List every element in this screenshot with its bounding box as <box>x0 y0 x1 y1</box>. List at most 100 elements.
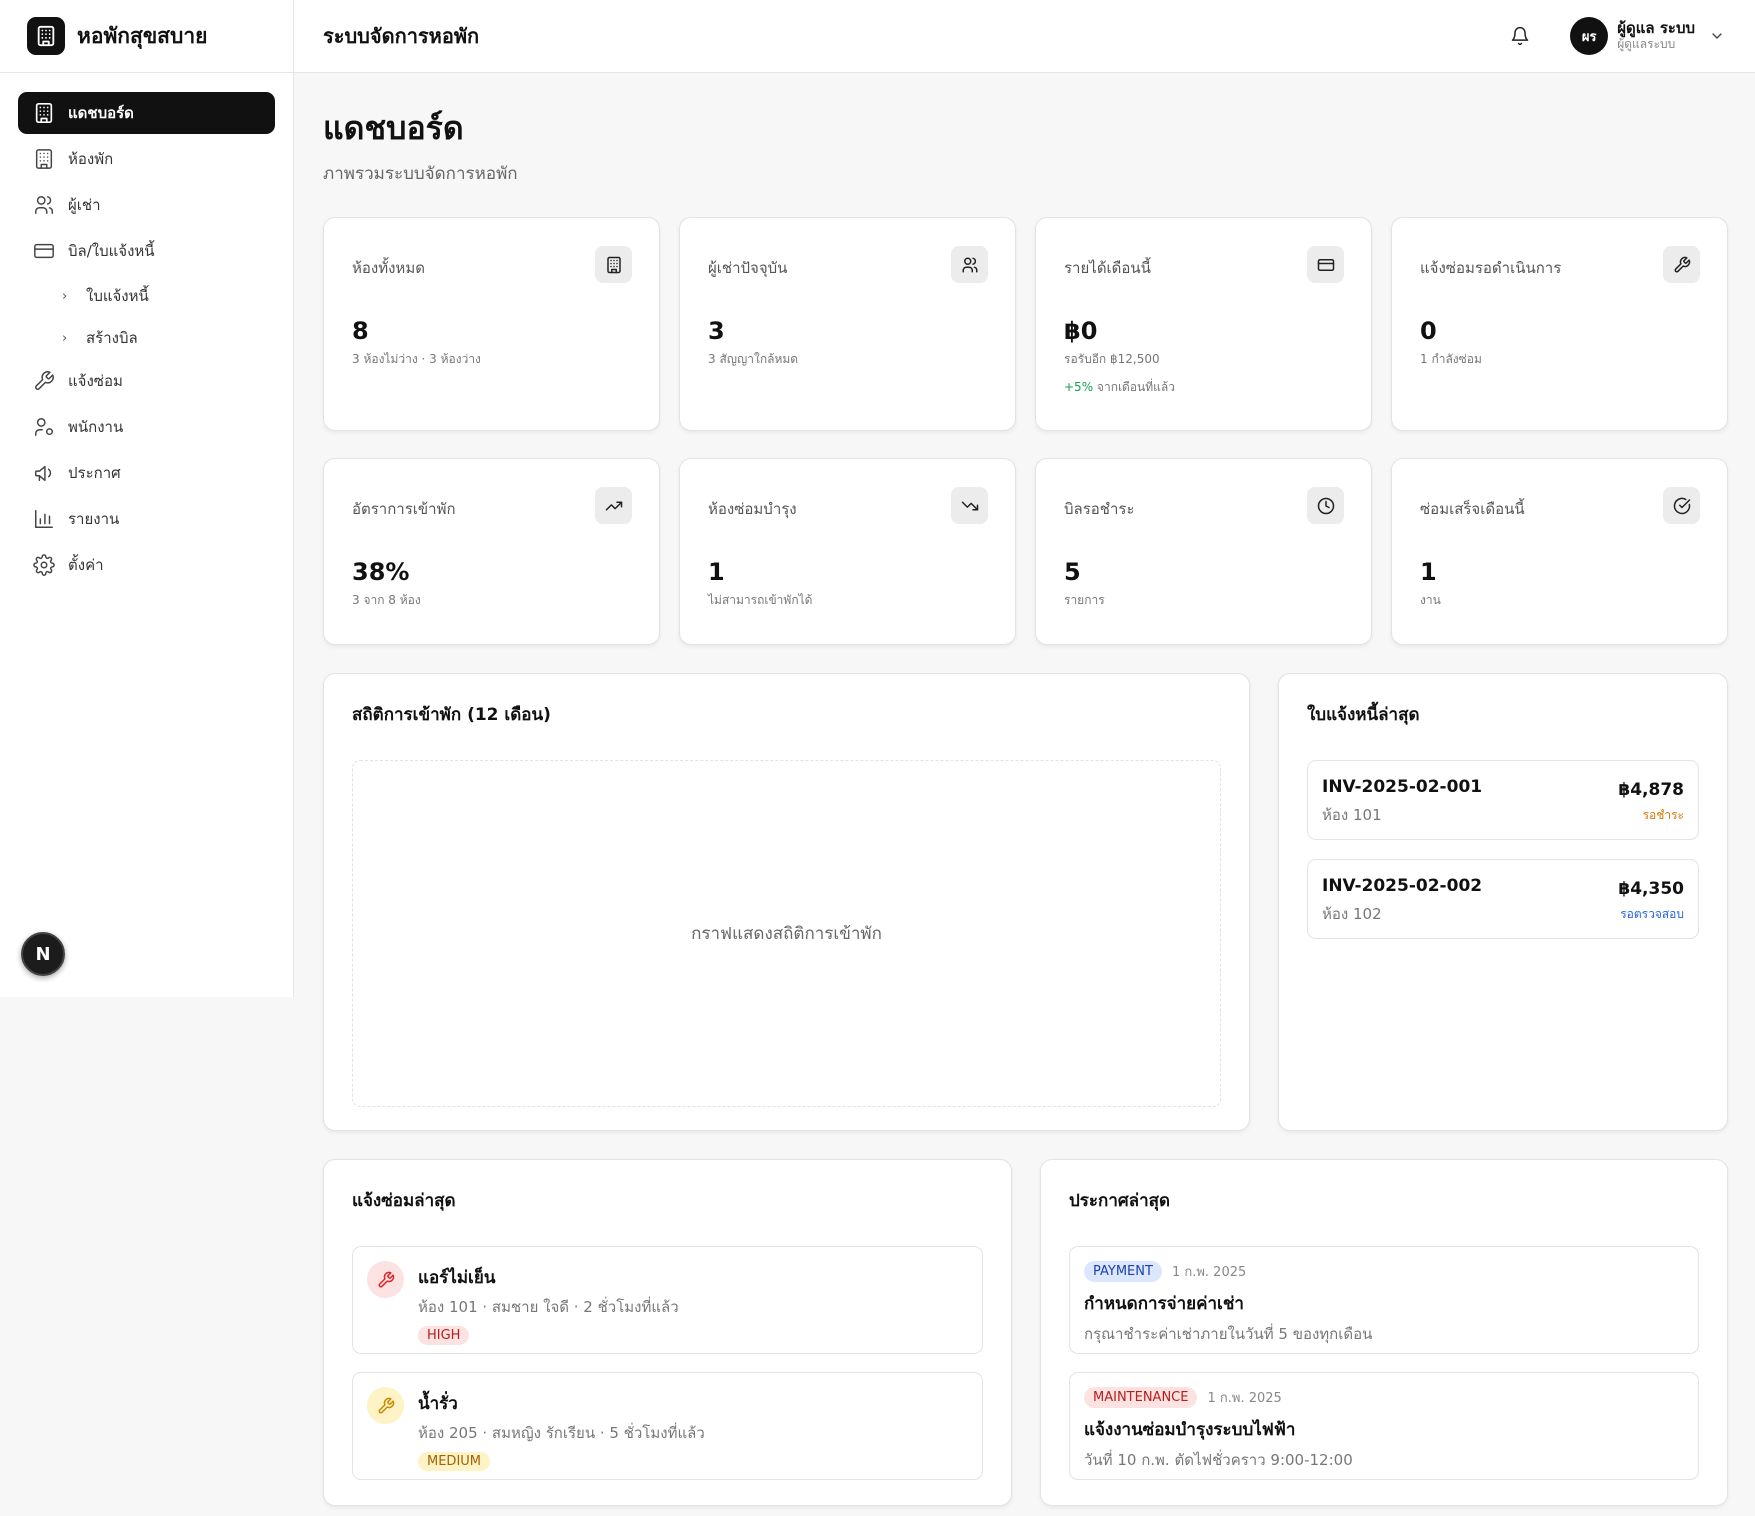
sidebar-item-label: ผู้เช่า <box>68 196 101 214</box>
user-menu[interactable]: ผู้ดูแล ระบบ ผู้ดูแลระบบ <box>1617 20 1695 51</box>
invoice-amount: ฿4,350 <box>1618 879 1684 899</box>
building-icon <box>595 246 632 283</box>
announcement-title: แจ้งงานซ่อมบำรุงระบบไฟฟ้า <box>1084 1420 1296 1440</box>
sidebar-item-rooms[interactable]: ห้องพัก <box>18 138 275 180</box>
stat-value: 5 <box>1064 558 1081 586</box>
sidebar-item-billing[interactable]: บิล/ใบแจ้งหนี้ <box>18 230 275 272</box>
brand-name: หอพักสุขสบาย <box>77 23 208 48</box>
bar-chart-icon <box>32 507 56 531</box>
chart-placeholder: กราฟแสดงสถิติการเข้าพัก <box>352 760 1221 1107</box>
sidebar: หอพักสุขสบาย แดชบอร์ด ห้องพัก ผู้เช่า บิ… <box>0 0 294 997</box>
repair-item[interactable]: น้ำรั่ว ห้อง 205 · สมหญิง รักเรียน · 5 ช… <box>352 1372 983 1480</box>
sidebar-item-label: แดชบอร์ด <box>68 104 134 122</box>
announcement-item[interactable]: PAYMENT 1 ก.พ. 2025 กำหนดการจ่ายค่าเช่า … <box>1069 1246 1699 1354</box>
trending-up-icon <box>595 487 632 524</box>
announcement-date: 1 ก.พ. 2025 <box>1171 1265 1247 1280</box>
sidebar-item-label: แจ้งซ่อม <box>68 372 123 390</box>
stat-label: ผู้เช่าปัจจุบัน <box>708 259 788 277</box>
sidebar-subitem-create-bill[interactable]: › สร้างบิล <box>18 318 275 358</box>
stat-card-unpaid-bills: บิลรอชำระ 5 รายการ <box>1035 458 1372 645</box>
announcement-date: 1 ก.พ. 2025 <box>1207 1391 1282 1406</box>
chevron-down-icon[interactable] <box>1709 28 1725 44</box>
stat-value: 1 <box>1420 558 1437 586</box>
announcement-title: กำหนดการจ่ายค่าเช่า <box>1084 1294 1244 1314</box>
stat-note: 1 กำลังซ่อม <box>1420 352 1482 366</box>
clock-icon <box>1307 487 1344 524</box>
repair-item[interactable]: แอร์ไม่เย็น ห้อง 101 · สมชาย ใจดี · 2 ชั… <box>352 1246 983 1354</box>
sidebar-nav: แดชบอร์ด ห้องพัก ผู้เช่า บิล/ใบแจ้งหนี้ … <box>0 73 293 586</box>
bell-icon[interactable] <box>1506 22 1534 50</box>
stat-note: งาน <box>1420 593 1441 607</box>
invoice-item[interactable]: INV-2025-02-002 ห้อง 102 ฿4,350 รอตรวจสอ… <box>1307 859 1699 939</box>
stat-card-current-tenants: ผู้เช่าปัจจุบัน 3 3 สัญญาใกล้หมด <box>679 217 1016 431</box>
stat-card-total-rooms: ห้องทั้งหมด 8 3 ห้องไม่ว่าง · 3 ห้องว่าง <box>323 217 660 431</box>
page-title: แดชบอร์ด <box>323 109 464 147</box>
sidebar-item-tenants[interactable]: ผู้เช่า <box>18 184 275 226</box>
stat-value: 1 <box>708 558 725 586</box>
chart-invoice-row: สถิติการเข้าพัก (12 เดือน) กราฟแสดงสถิติ… <box>323 673 1728 1131</box>
sidebar-subitem-invoices[interactable]: › ใบแจ้งหนี้ <box>18 276 275 316</box>
stat-label: รายได้เดือนนี้ <box>1064 259 1151 277</box>
sidebar-subitem-label: สร้างบิล <box>86 329 138 347</box>
announcement-item[interactable]: MAINTENANCE 1 ก.พ. 2025 แจ้งงานซ่อมบำรุง… <box>1069 1372 1699 1480</box>
invoice-item[interactable]: INV-2025-02-001 ห้อง 101 ฿4,878 รอชำระ <box>1307 760 1699 840</box>
repair-title: น้ำรั่ว <box>418 1394 458 1414</box>
priority-badge: HIGH <box>418 1326 470 1345</box>
avatar[interactable]: ผร <box>1570 17 1609 55</box>
stat-label: ห้องซ่อมบำรุง <box>708 500 797 518</box>
stat-card-maintenance-rooms: ห้องซ่อมบำรุง 1 ไม่สามารถเข้าพักได้ <box>679 458 1016 645</box>
stat-note: รายการ <box>1064 593 1105 607</box>
stat-label: อัตราการเข้าพัก <box>352 500 456 518</box>
sidebar-item-reports[interactable]: รายงาน <box>18 498 275 540</box>
check-circle-icon <box>1663 487 1700 524</box>
wrench-icon <box>367 1261 404 1298</box>
building-icon <box>32 101 56 125</box>
stat-note: 3 ห้องไม่ว่าง · 3 ห้องว่าง <box>352 352 481 366</box>
brand[interactable]: หอพักสุขสบาย <box>0 0 293 73</box>
section-title: สถิติการเข้าพัก (12 เดือน) <box>352 705 551 725</box>
invoice-status: รอชำระ <box>1642 808 1684 822</box>
latest-announcements-card: ประกาศล่าสุด PAYMENT 1 ก.พ. 2025 กำหนดกา… <box>1040 1159 1728 1506</box>
invoice-amount: ฿4,878 <box>1618 780 1684 800</box>
top-header: ระบบจัดการหอพัก ผร ผู้ดูแล ระบบ ผู้ดูแลร… <box>294 0 1755 73</box>
invoice-number: INV-2025-02-001 <box>1322 777 1483 797</box>
invoice-room: ห้อง 101 <box>1322 806 1382 824</box>
credit-card-icon <box>1307 246 1344 283</box>
stat-value: 0 <box>1420 317 1437 345</box>
stat-note: รอรับอีก ฿12,500 <box>1064 352 1160 366</box>
stat-card-pending-repairs: แจ้งซ่อมรอดำเนินการ 0 1 กำลังซ่อม <box>1391 217 1728 431</box>
sidebar-item-staff[interactable]: พนักงาน <box>18 406 275 448</box>
users-icon <box>32 193 56 217</box>
chevron-right-icon: › <box>62 330 68 346</box>
section-title: แจ้งซ่อมล่าสุด <box>352 1191 456 1211</box>
user-cog-icon <box>32 415 56 439</box>
section-title: ใบแจ้งหนี้ล่าสุด <box>1307 705 1420 725</box>
stat-card-repairs-completed: ซ่อมเสร็จเดือนนี้ 1 งาน <box>1391 458 1728 645</box>
sidebar-item-label: พนักงาน <box>68 418 124 436</box>
sidebar-item-label: ห้องพัก <box>68 150 114 168</box>
user-role: ผู้ดูแลระบบ <box>1617 36 1676 51</box>
occupancy-chart-card: สถิติการเข้าพัก (12 เดือน) กราฟแสดงสถิติ… <box>323 673 1250 1131</box>
repair-meta: ห้อง 101 · สมชาย ใจดี · 2 ชั่วโมงที่แล้ว <box>418 1298 679 1316</box>
stat-value: 8 <box>352 317 369 345</box>
wrench-icon <box>32 369 56 393</box>
stat-value: 38% <box>352 558 410 586</box>
wrench-icon <box>1663 246 1700 283</box>
section-title: ประกาศล่าสุด <box>1069 1191 1171 1211</box>
sidebar-item-label: ตั้งค่า <box>68 556 104 574</box>
sidebar-item-dashboard[interactable]: แดชบอร์ด <box>18 92 275 134</box>
users-icon <box>951 246 988 283</box>
stats-grid: ห้องทั้งหมด 8 3 ห้องไม่ว่าง · 3 ห้องว่าง… <box>323 217 1728 645</box>
sidebar-item-label: ประกาศ <box>68 464 121 482</box>
announcement-text: กรุณาชำระค่าเช่าภายในวันที่ 5 ของทุกเดือ… <box>1084 1325 1373 1343</box>
stat-label: บิลรอชำระ <box>1064 500 1135 518</box>
invoice-status: รอตรวจสอบ <box>1620 907 1684 921</box>
stat-label: ห้องทั้งหมด <box>352 259 425 277</box>
dev-tools-badge[interactable]: N <box>21 932 65 976</box>
stat-value: 3 <box>708 317 725 345</box>
sidebar-item-settings[interactable]: ตั้งค่า <box>18 544 275 586</box>
announcement-text: วันที่ 10 ก.พ. ตัดไฟชั่วคราว 9:00-12:00 <box>1084 1451 1353 1469</box>
sidebar-subitem-label: ใบแจ้งหนี้ <box>86 287 149 305</box>
sidebar-item-announcements[interactable]: ประกาศ <box>18 452 275 494</box>
sidebar-item-repairs[interactable]: แจ้งซ่อม <box>18 360 275 402</box>
